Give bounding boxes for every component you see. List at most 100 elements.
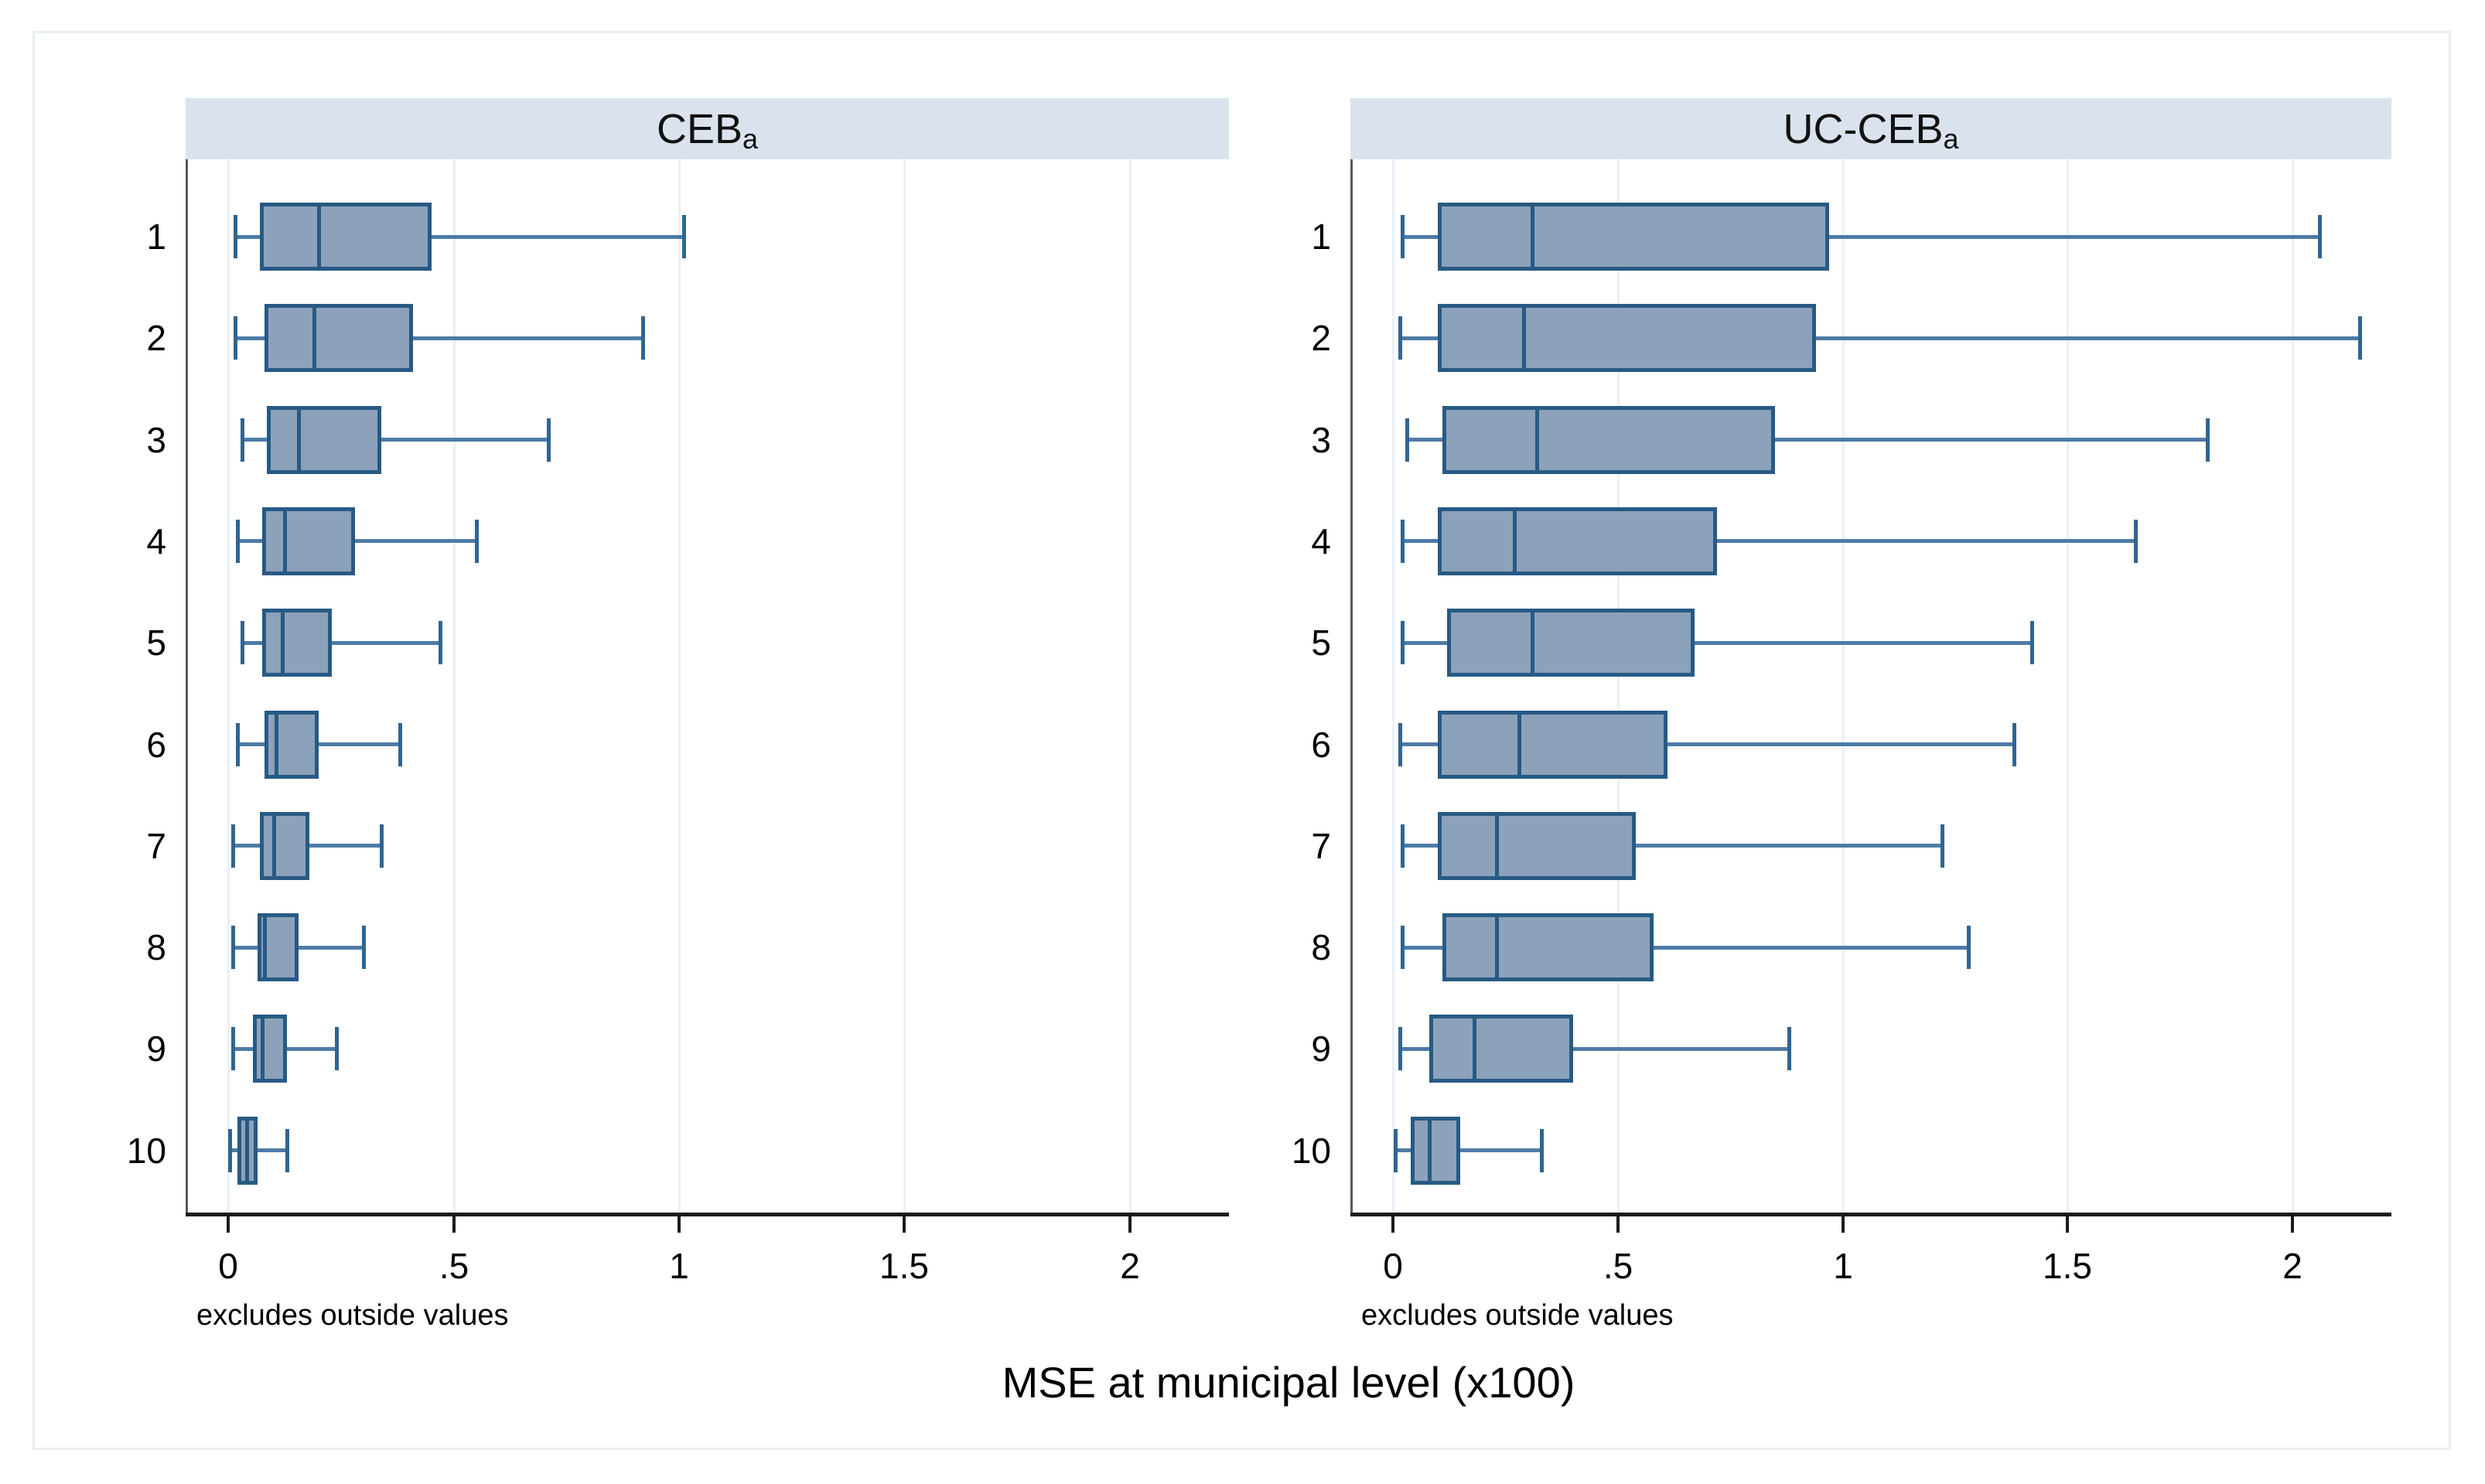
box-row-4 [262, 507, 355, 575]
whisker-left-row-10 [1395, 1148, 1411, 1152]
whisker-right-row-4 [355, 539, 476, 543]
whisker-cap-low-row-10 [1394, 1129, 1398, 1172]
x-tick-1.5-panel-0 [903, 1213, 906, 1233]
category-label-7-panel-1: 7 [1311, 826, 1331, 866]
median-line-row-9 [1473, 1015, 1476, 1083]
median-line-row-7 [1495, 812, 1499, 880]
panel-title-ceb-subscript: a [742, 123, 759, 155]
whisker-cap-high-row-8 [1967, 926, 1971, 969]
gridline-x-2 [1129, 159, 1132, 1213]
x-tick-label-0-panel-0: 0 [218, 1246, 238, 1286]
whisker-left-row-9 [233, 1047, 253, 1051]
whisker-left-row-2 [235, 336, 265, 340]
box-row-2 [265, 304, 413, 372]
whisker-cap-high-row-5 [439, 621, 442, 664]
x-tick-1.5-panel-1 [2066, 1213, 2069, 1233]
median-line-row-6 [275, 711, 278, 779]
whisker-cap-low-row-7 [1401, 824, 1405, 868]
category-label-3-panel-0: 3 [146, 420, 166, 460]
whisker-left-row-7 [233, 844, 260, 848]
whisker-right-row-9 [287, 1047, 336, 1051]
whisker-cap-high-row-10 [1540, 1129, 1544, 1172]
x-tick-label-1.5-panel-1: 1.5 [2043, 1246, 2092, 1286]
panel-title-band-ceb: CEB a [186, 98, 1229, 159]
box-row-7 [260, 812, 309, 880]
median-line-row-10 [245, 1117, 249, 1185]
whisker-left-row-3 [1407, 438, 1442, 442]
whisker-left-row-4 [237, 539, 262, 543]
axis-note-uc-ceb: excludes outside values [1361, 1299, 1674, 1332]
x-tick-1-panel-0 [678, 1213, 681, 1233]
whisker-cap-high-row-9 [335, 1027, 339, 1070]
whisker-right-row-9 [1573, 1047, 1789, 1051]
whisker-cap-high-row-1 [2318, 215, 2322, 258]
whisker-right-row-3 [381, 438, 548, 442]
whisker-right-row-3 [1775, 438, 2207, 442]
whisker-cap-low-row-4 [1401, 520, 1405, 563]
whisker-left-row-5 [242, 641, 262, 645]
box-row-10 [1411, 1117, 1460, 1185]
box-row-7 [1438, 812, 1636, 880]
x-tick-1-panel-1 [1842, 1213, 1845, 1233]
whisker-cap-high-row-4 [475, 520, 479, 563]
x-tick-label-.5-panel-1: .5 [1603, 1246, 1633, 1286]
category-label-1-panel-1: 1 [1311, 217, 1331, 257]
whisker-cap-low-row-9 [1398, 1027, 1402, 1070]
median-line-row-8 [1495, 913, 1499, 981]
whisker-left-row-10 [230, 1148, 237, 1152]
category-label-2-panel-1: 2 [1311, 318, 1331, 358]
x-tick-.5-panel-1 [1616, 1213, 1620, 1233]
whisker-cap-low-row-7 [231, 824, 235, 868]
category-label-8-panel-0: 8 [146, 927, 166, 967]
x-tick-.5-panel-0 [452, 1213, 456, 1233]
x-tick-0-panel-0 [227, 1213, 230, 1233]
whisker-left-row-1 [235, 235, 260, 239]
category-label-5-panel-0: 5 [146, 623, 166, 663]
box-row-8 [1442, 913, 1654, 981]
category-label-4-panel-0: 4 [146, 521, 166, 561]
median-line-row-4 [283, 507, 287, 575]
whisker-right-row-1 [1829, 235, 2319, 239]
median-line-row-1 [1531, 203, 1534, 271]
median-line-row-5 [281, 609, 285, 677]
whisker-right-row-5 [1695, 641, 2032, 645]
whisker-cap-low-row-2 [1398, 316, 1402, 360]
plot-area-ceb: 1 2 3 4 5 6 7 8 9 10 0 .5 1 1.5 2 [127, 159, 1229, 1286]
whisker-left-row-8 [1402, 946, 1442, 950]
whisker-right-row-2 [413, 336, 643, 340]
median-line-row-10 [1428, 1117, 1432, 1185]
whisker-left-row-2 [1400, 336, 1438, 340]
gridline-x-1 [678, 159, 681, 1213]
x-tick-label-2-panel-1: 2 [2282, 1246, 2302, 1286]
whisker-cap-high-row-7 [380, 824, 384, 868]
axis-note-ceb: excludes outside values [196, 1299, 509, 1332]
whisker-cap-low-row-6 [1398, 723, 1402, 766]
whisker-cap-high-row-9 [1787, 1027, 1791, 1070]
median-line-row-1 [317, 203, 321, 271]
gridline-x-0 [1392, 159, 1394, 1213]
x-tick-2-panel-0 [1128, 1213, 1132, 1233]
median-line-row-2 [1522, 304, 1526, 372]
whisker-left-row-5 [1402, 641, 1447, 645]
whisker-cap-low-row-2 [234, 316, 237, 360]
whisker-right-row-4 [1717, 539, 2135, 543]
whisker-cap-low-row-1 [234, 215, 237, 258]
median-line-row-7 [272, 812, 276, 880]
x-tick-label-1.5-panel-0: 1.5 [879, 1246, 929, 1286]
box-row-3 [1442, 406, 1775, 474]
category-label-2-panel-0: 2 [146, 318, 166, 358]
whisker-left-row-4 [1402, 539, 1438, 543]
median-line-row-3 [297, 406, 301, 474]
category-label-9-panel-0: 9 [146, 1029, 166, 1069]
box-row-5 [262, 609, 332, 677]
category-label-10-panel-1: 10 [1291, 1131, 1331, 1171]
x-tick-0-panel-1 [1391, 1213, 1394, 1233]
category-label-3-panel-1: 3 [1311, 420, 1331, 460]
whisker-right-row-7 [1636, 844, 1942, 848]
category-label-8-panel-1: 8 [1311, 927, 1331, 967]
x-tick-label-0-panel-1: 0 [1383, 1246, 1403, 1286]
category-label-1-panel-0: 1 [146, 217, 166, 257]
whisker-cap-high-row-2 [2358, 316, 2362, 360]
whisker-cap-high-row-2 [641, 316, 645, 360]
whisker-right-row-8 [1654, 946, 1968, 950]
